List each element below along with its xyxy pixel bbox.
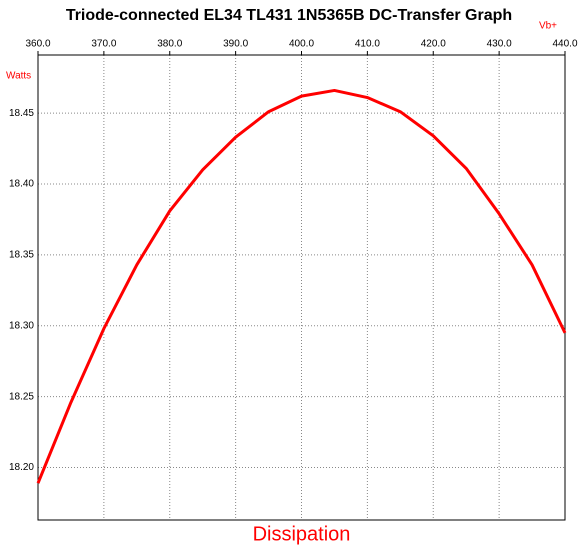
y-tick-label: 18.25 bbox=[9, 391, 34, 402]
x-tick-label: 390.0 bbox=[223, 39, 248, 50]
x-tick-label: 410.0 bbox=[355, 39, 380, 50]
y-axis-label: Watts bbox=[6, 71, 31, 82]
y-tick-label: 18.20 bbox=[9, 462, 34, 473]
chart-title: Triode-connected EL34 TL431 1N5365B DC-T… bbox=[66, 7, 512, 24]
x-axis-label: Vb+ bbox=[539, 21, 557, 32]
x-tick-label: 430.0 bbox=[487, 39, 512, 50]
x-tick-label: 380.0 bbox=[157, 39, 182, 50]
x-tick-label: 360.0 bbox=[25, 39, 50, 50]
y-tick-label: 18.35 bbox=[9, 250, 34, 261]
x-tick-label: 420.0 bbox=[421, 39, 446, 50]
series-label: Dissipation bbox=[253, 523, 351, 545]
x-tick-label: 400.0 bbox=[289, 39, 314, 50]
x-tick-label: 370.0 bbox=[91, 39, 116, 50]
y-tick-label: 18.30 bbox=[9, 320, 34, 331]
data-line bbox=[36, 88, 567, 484]
x-tick-label: 440.0 bbox=[552, 39, 577, 50]
y-tick-label: 18.40 bbox=[9, 179, 34, 190]
plot-frame bbox=[37, 54, 566, 521]
y-tick-label: 18.45 bbox=[9, 108, 34, 119]
